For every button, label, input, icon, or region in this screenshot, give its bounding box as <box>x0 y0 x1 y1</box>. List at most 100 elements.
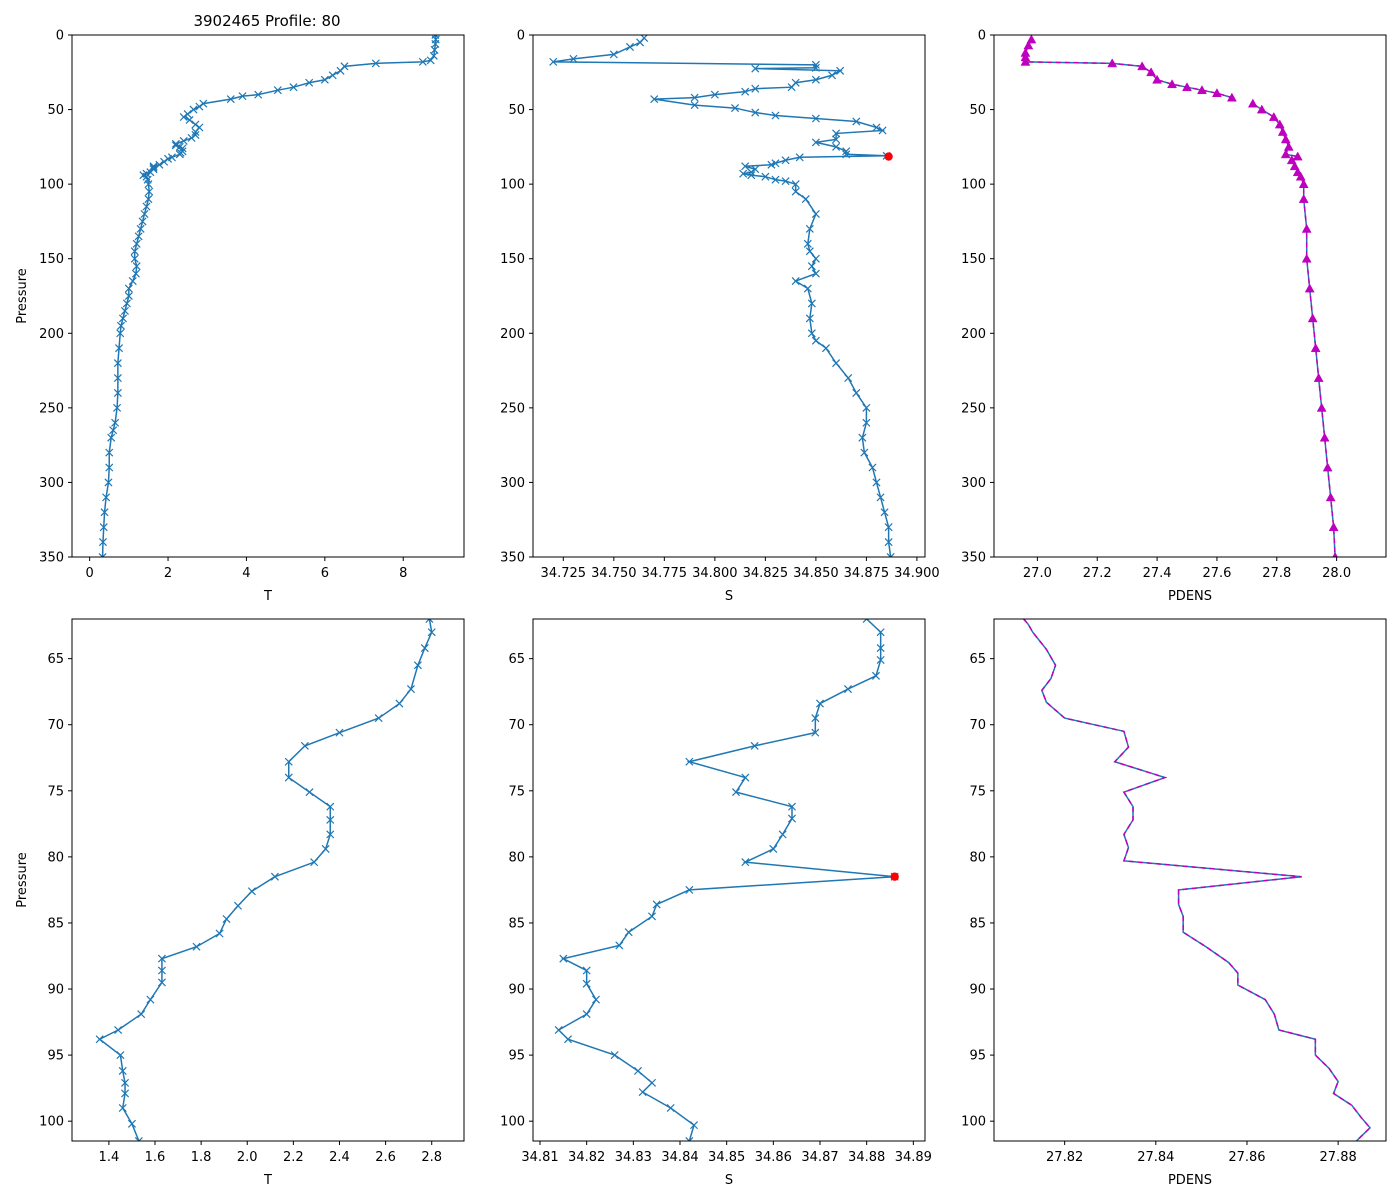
data-point-sal-full-48 <box>801 195 810 204</box>
x-tick-label-temp-zoom: 2.0 <box>237 1150 258 1165</box>
data-point-sal-zoom-28 <box>582 1010 591 1019</box>
data-point-dens-full-1-10 <box>1289 161 1300 171</box>
data-point-temp-full-67 <box>118 314 127 323</box>
data-point-dens-full-0-11 <box>1197 85 1207 95</box>
x-tick-label-dens-full: 27.6 <box>1202 566 1231 581</box>
x-tick-label-temp-zoom: 2.6 <box>375 1150 396 1165</box>
data-point-sal-full-30 <box>832 142 841 151</box>
y-tick-label-dens-full: 150 <box>961 252 986 267</box>
data-point-dens-full-1-24 <box>1325 492 1336 502</box>
y-tick-label-temp-zoom: 65 <box>47 652 64 667</box>
data-point-sal-full-23 <box>811 114 820 123</box>
data-point-sal-full-68 <box>858 433 867 442</box>
data-point-sal-zoom-30 <box>563 1035 573 1044</box>
data-point-temp-full-49 <box>144 180 153 189</box>
data-point-sal-full-60 <box>807 329 816 338</box>
data-point-sal-full-25 <box>872 123 881 132</box>
data-point-temp-full-72 <box>113 374 122 383</box>
x-axis-label-dens-zoom: PDENS <box>1168 1173 1212 1188</box>
x-tick-label-sal-full: 34.750 <box>591 566 637 581</box>
data-point-temp-full-42 <box>149 163 158 172</box>
data-point-temp-full-59 <box>130 254 139 263</box>
x-tick-label-sal-full: 34.725 <box>541 566 587 581</box>
data-point-sal-full-67 <box>862 418 871 427</box>
x-axis-label-temp-zoom: T <box>263 1173 272 1188</box>
axes-frame-temp-zoom <box>71 618 465 1142</box>
y-tick-label-sal-zoom: 90 <box>508 983 525 998</box>
data-point-temp-full-41 <box>149 162 158 171</box>
data-point-dens-full-1-18 <box>1307 313 1318 323</box>
data-point-temp-full-65 <box>122 299 131 308</box>
data-point-sal-full-74 <box>884 523 893 532</box>
x-axis-label-sal-full: S <box>725 589 733 604</box>
data-point-sal-full-61 <box>811 336 820 345</box>
y-tick-label-temp-full: 50 <box>47 103 64 118</box>
data-point-sal-full-66 <box>862 403 871 412</box>
series-line-dens-full <box>1252 102 1336 557</box>
data-point-dens-full-1-14 <box>1298 194 1309 203</box>
data-point-temp-zoom-34 <box>118 1103 127 1112</box>
data-point-temp-full-27 <box>191 130 200 139</box>
data-point-sal-full-40 <box>747 168 756 177</box>
y-tick-label-dens-zoom: 75 <box>969 784 986 799</box>
data-point-sal-full-58 <box>807 299 816 308</box>
data-point-temp-full-62 <box>128 277 137 286</box>
x-axis-label-dens-full: PDENS <box>1168 589 1212 604</box>
data-point-sal-full-11 <box>811 75 820 84</box>
data-point-sal-full-9 <box>836 66 845 75</box>
data-point-sal-full-39 <box>751 165 760 174</box>
data-point-sal-full-70 <box>868 463 877 472</box>
x-tick-label-temp-zoom: 2.4 <box>329 1150 350 1165</box>
data-point-temp-zoom-1 <box>427 628 436 637</box>
data-point-dens-full-1-23 <box>1322 462 1333 472</box>
y-tick-label-sal-zoom: 70 <box>508 718 525 733</box>
y-tick-label-temp-full: 100 <box>39 178 64 193</box>
data-point-temp-zoom-33 <box>121 1089 130 1098</box>
x-tick-label-sal-full: 34.850 <box>793 566 839 581</box>
data-point-temp-zoom-18 <box>247 887 256 896</box>
y-tick-label-sal-full: 150 <box>500 252 525 267</box>
y-tick-label-dens-full: 350 <box>961 551 986 566</box>
data-point-temp-zoom-5 <box>395 699 404 708</box>
data-point-temp-full-24 <box>191 120 200 129</box>
data-point-sal-full-20 <box>731 104 740 113</box>
data-point-temp-full-26 <box>191 127 200 136</box>
data-point-sal-full-8 <box>751 64 760 73</box>
data-point-sal-full-72 <box>876 493 885 502</box>
figure-title: 3902465 Profile: 80 <box>193 12 340 30</box>
y-tick-label-temp-full: 0 <box>56 29 64 44</box>
data-point-sal-zoom-16 <box>769 844 778 853</box>
plot-temp-zoom: 1.4 1.6 1.8 2.0 2.2 2.4 2.6 2.8 65 70 75 80 85 90 95 10… <box>15 618 465 1188</box>
data-point-sal-zoom-13 <box>787 802 797 811</box>
data-point-temp-full-13 <box>289 83 298 92</box>
x-tick-label-temp-zoom: 1.8 <box>191 1150 212 1165</box>
data-point-dens-full-1-6 <box>1283 141 1294 151</box>
data-point-sal-zoom-17 <box>741 858 750 867</box>
data-point-sal-full-14 <box>751 84 760 93</box>
data-point-dens-full-0-0 <box>1026 35 1037 44</box>
data-point-sal-full-27 <box>832 129 841 138</box>
data-point-temp-full-12 <box>305 78 314 87</box>
data-point-dens-full-0-5 <box>1107 58 1118 68</box>
data-point-sal-zoom-26 <box>582 979 591 988</box>
data-point-temp-full-50 <box>145 187 154 196</box>
data-point-dens-full-1-13 <box>1298 179 1309 188</box>
data-point-temp-zoom-2 <box>420 644 429 653</box>
data-point-dens-full-1-16 <box>1301 253 1312 263</box>
x-tick-label-sal-zoom: 34.89 <box>895 1150 932 1165</box>
data-point-dens-full-0-6 <box>1137 61 1148 71</box>
y-tick-label-temp-full: 150 <box>39 252 64 267</box>
plot-area-sal-full <box>549 35 895 557</box>
data-point-sal-full-65 <box>852 388 861 397</box>
data-point-sal-full-53 <box>811 254 820 263</box>
data-point-temp-full-18 <box>199 99 208 108</box>
x-tick-label-temp-full: 8 <box>399 566 407 581</box>
x-tick-label-dens-zoom: 27.82 <box>1046 1150 1083 1165</box>
data-point-temp-zoom-14 <box>326 830 335 839</box>
x-tick-label-dens-zoom: 27.84 <box>1137 1150 1174 1165</box>
data-point-temp-zoom-10 <box>284 773 293 782</box>
data-point-temp-full-14 <box>273 86 282 95</box>
data-point-temp-zoom-28 <box>114 1025 123 1035</box>
data-point-temp-full-55 <box>136 224 145 233</box>
data-point-sal-full-38 <box>741 162 750 171</box>
